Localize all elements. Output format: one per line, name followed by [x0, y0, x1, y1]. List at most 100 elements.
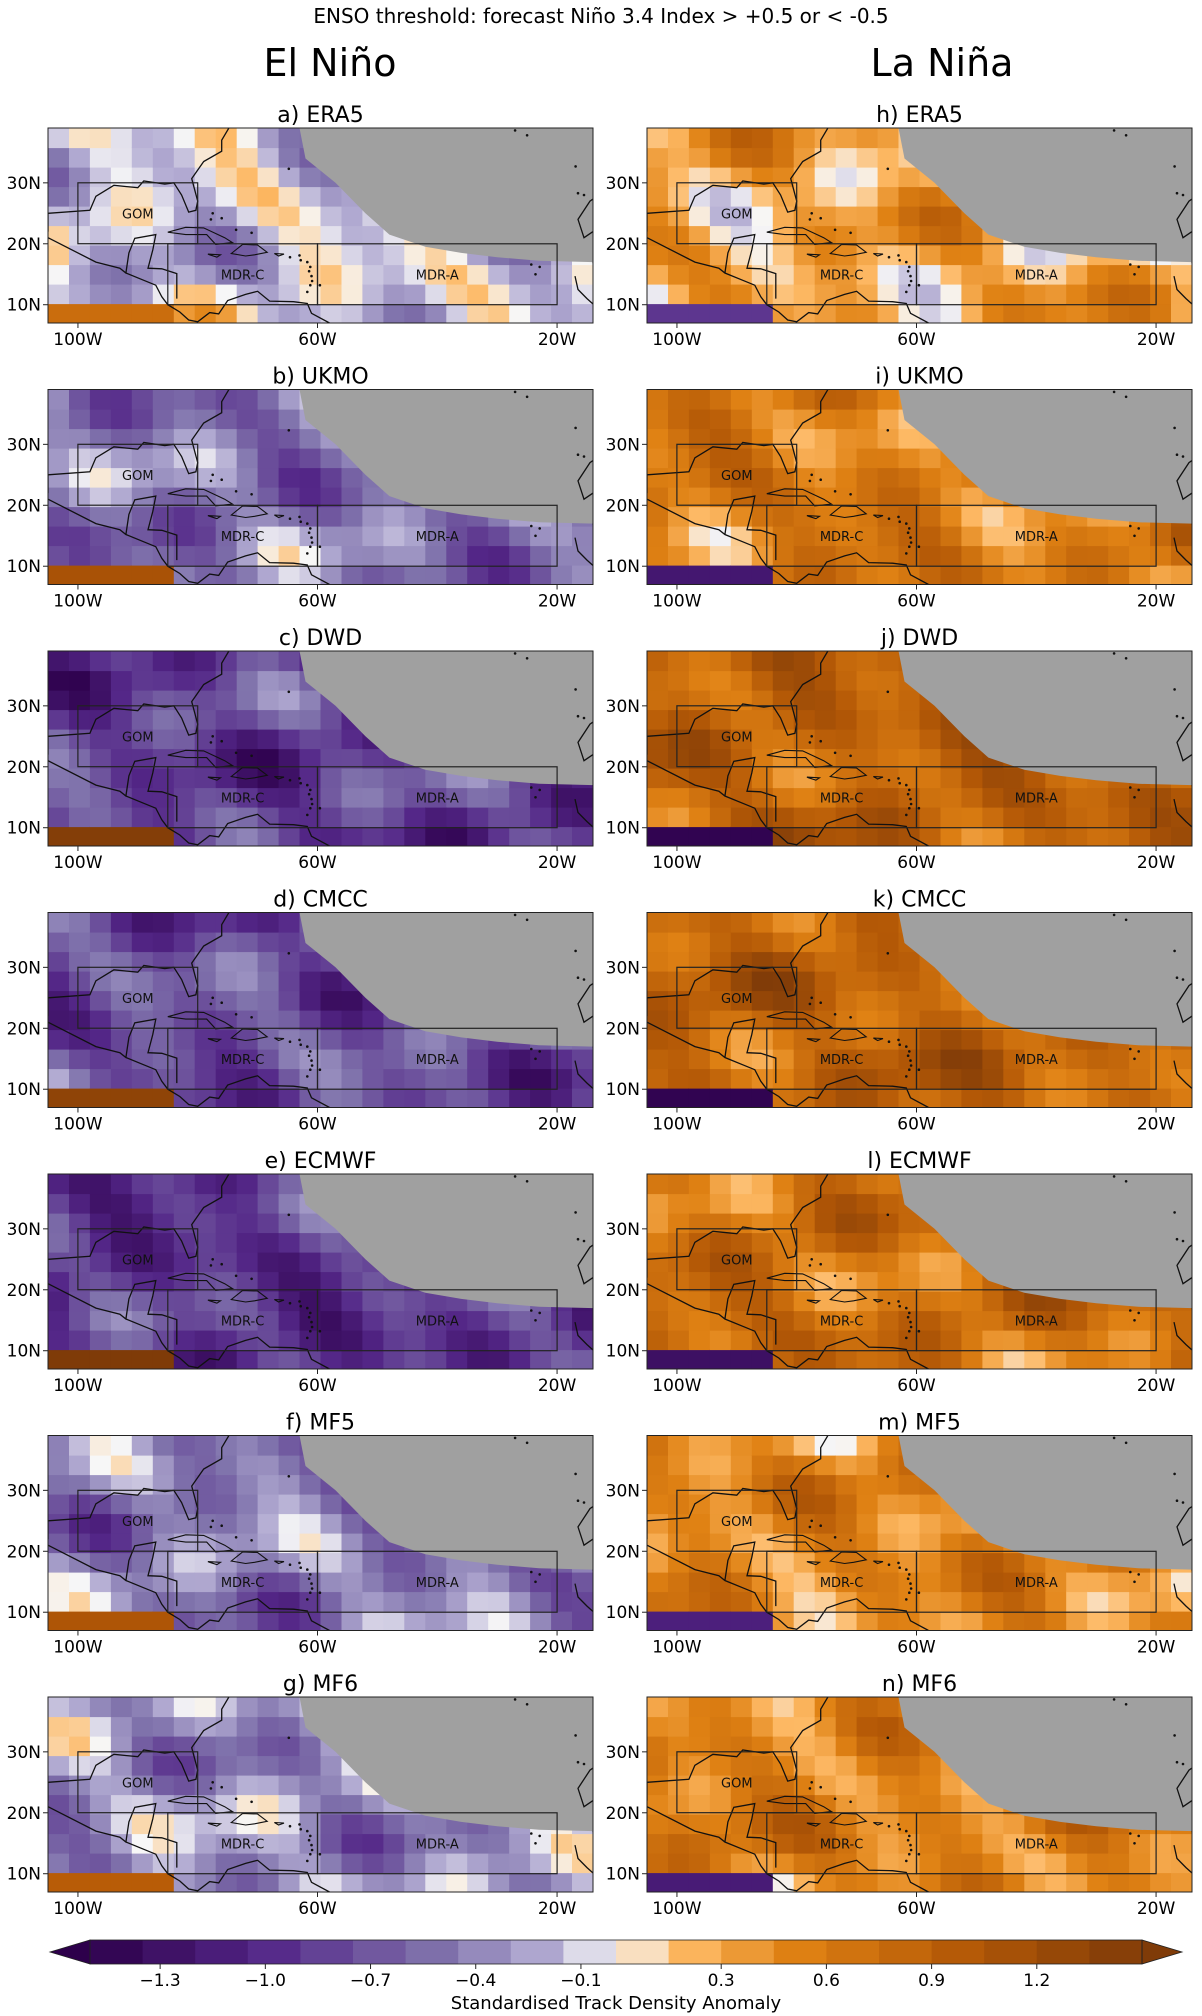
anomaly-cell — [173, 1533, 196, 1554]
anomaly-cell — [194, 1213, 217, 1234]
anomaly-cell — [341, 1271, 364, 1292]
anomaly-cell — [688, 1611, 711, 1631]
anomaly-cell — [940, 729, 963, 750]
anomaly-cell — [48, 826, 70, 846]
anomaly-cell — [793, 1435, 816, 1456]
anomaly-cell — [404, 1049, 426, 1070]
island-dot — [318, 1852, 322, 1856]
anomaly-cell — [835, 467, 858, 488]
anomaly-cell — [709, 565, 732, 585]
island-dot — [318, 1329, 322, 1333]
anomaly-cell — [688, 1814, 711, 1835]
anomaly-cell — [898, 1088, 921, 1108]
anomaly-cell — [551, 1611, 573, 1631]
anomaly-cell — [1150, 1330, 1172, 1351]
anomaly-cell — [835, 167, 858, 188]
anomaly-cell — [89, 1310, 112, 1331]
anomaly-cell — [961, 303, 983, 323]
anomaly-cell — [1066, 284, 1088, 305]
anomaly-cell — [467, 1049, 489, 1070]
anomaly-cell — [835, 826, 858, 846]
anomaly-cell — [1150, 284, 1172, 305]
anomaly-cell — [236, 690, 259, 711]
anomaly-cell — [278, 670, 301, 691]
anomaly-cell — [236, 826, 259, 846]
anomaly-cell — [730, 729, 753, 750]
anomaly-cell — [1024, 826, 1046, 846]
anomaly-cell — [772, 1853, 795, 1874]
anomaly-cell — [467, 1833, 489, 1854]
anomaly-cell — [131, 1330, 154, 1351]
anomaly-cell — [772, 245, 795, 266]
anomaly-cell — [341, 284, 364, 305]
anomaly-cell — [152, 1494, 175, 1515]
anomaly-cell — [131, 303, 154, 323]
anomaly-cell — [194, 167, 217, 188]
region-label: MDR-C — [820, 268, 864, 283]
island-dot — [250, 231, 253, 235]
anomaly-cell — [425, 1833, 447, 1854]
island-dot — [287, 690, 291, 694]
anomaly-cell — [793, 1271, 816, 1292]
anomaly-cell — [919, 1068, 942, 1089]
anomaly-cell — [709, 1872, 732, 1892]
anomaly-cell — [919, 1049, 942, 1070]
x-tick-label: 100W — [652, 1638, 701, 1658]
y-tick-label: 20N — [7, 1804, 41, 1824]
anomaly-cell — [668, 487, 690, 508]
anomaly-cell — [688, 1291, 711, 1312]
island-dot — [288, 517, 292, 520]
colorbar-tick-label: −0.1 — [560, 1971, 601, 1991]
anomaly-cell — [647, 1252, 669, 1273]
anomaly-cell — [668, 1494, 690, 1515]
anomaly-cell — [856, 467, 879, 488]
anomaly-cell — [278, 1474, 301, 1495]
anomaly-cell — [1024, 1330, 1046, 1351]
anomaly-cell — [668, 1310, 690, 1331]
anomaly-cell — [835, 1814, 858, 1835]
anomaly-cell — [709, 409, 732, 430]
anomaly-cell — [961, 284, 983, 305]
anomaly-cell — [772, 807, 795, 828]
anomaly-cell — [530, 565, 552, 585]
anomaly-cell — [1087, 284, 1109, 305]
anomaly-cell — [1150, 1611, 1172, 1631]
anomaly-cell — [257, 1833, 280, 1854]
anomaly-cell — [668, 506, 690, 527]
anomaly-cell — [299, 1330, 322, 1351]
region-label: MDR-A — [1015, 791, 1058, 806]
masked-region — [898, 1697, 1192, 1832]
anomaly-cell — [919, 1010, 942, 1031]
anomaly-cell — [709, 206, 732, 227]
anomaly-cell — [898, 1513, 921, 1534]
anomaly-cell — [299, 1252, 322, 1273]
anomaly-cell — [668, 1435, 690, 1456]
anomaly-cell — [236, 1794, 259, 1815]
anomaly-cell — [110, 147, 133, 168]
island-dot — [306, 1075, 309, 1078]
anomaly-cell — [1087, 1088, 1109, 1108]
anomaly-cell — [688, 526, 711, 547]
anomaly-cell — [898, 1533, 921, 1554]
anomaly-cell — [89, 990, 112, 1011]
coastline — [724, 756, 777, 822]
anomaly-cell — [668, 264, 690, 285]
anomaly-cell — [919, 467, 942, 488]
anomaly-cell — [299, 1349, 322, 1369]
anomaly-cell — [1003, 1049, 1025, 1070]
anomaly-cell — [194, 506, 217, 527]
x-tick-label: 20W — [538, 592, 577, 612]
anomaly-cell — [278, 748, 301, 769]
anomaly-cell — [793, 409, 816, 430]
anomaly-cell — [940, 1271, 963, 1292]
anomaly-cell — [194, 1474, 217, 1495]
anomaly-cell — [131, 128, 154, 149]
anomaly-cell — [320, 1814, 343, 1835]
anomaly-cell — [668, 1872, 690, 1892]
island-dot — [833, 1797, 837, 1801]
anomaly-cell — [383, 1872, 405, 1892]
anomaly-cell — [647, 186, 669, 207]
anomaly-cell — [668, 1697, 690, 1718]
anomaly-cell — [48, 1088, 70, 1108]
map-frame — [646, 1173, 1193, 1370]
